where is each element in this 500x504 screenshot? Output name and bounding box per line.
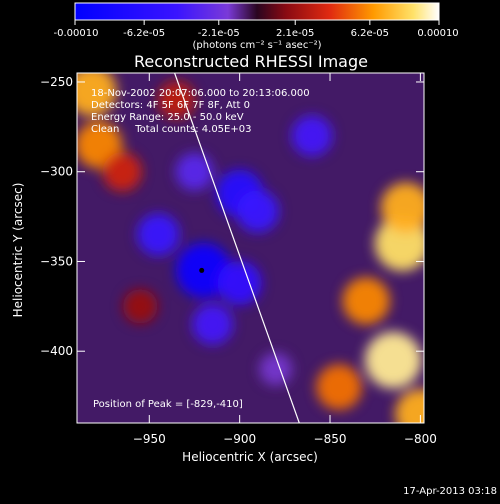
chart-title: Reconstructed RHESSI Image [134,52,368,71]
colorbar-tick-label: -2.1e-05 [198,28,240,39]
x-tick-label: −850 [314,432,347,446]
y-tick-label: −350 [40,254,73,268]
plot-frame [76,72,425,424]
colorbar [74,2,440,21]
colorbar-tick-label: 2.1e-05 [276,28,314,39]
minimum-marker [199,267,205,273]
peak-position-label: Position of Peak = [-829,-410] [93,399,243,410]
info-energy: Energy Range: 25.0 - 50.0 keV [91,112,244,123]
x-tick-label: −900 [223,432,256,446]
image-area [77,73,424,423]
solar-limb-line [174,73,300,423]
colorbar-tick-label: -6.2e-05 [123,28,165,39]
emission-blob [316,364,362,410]
emission-blob [342,277,390,325]
emission-blob [364,331,422,389]
info-time: 18-Nov-2002 20:07:06.000 to 20:13:06.000 [91,88,310,99]
emission-blob [380,182,424,233]
colorbar-ticks: -0.00010 -6.2e-05 -2.1e-05 2.1e-05 6.2e-05 0.… [54,20,459,39]
emission-blob [192,303,233,345]
emission-blob [217,261,262,305]
emission-blob [395,388,424,423]
colorbar-units: (photons cm⁻² s⁻¹ asec⁻²) [192,40,321,51]
info-counts: Clean Total counts: 4.05E+03 [91,124,251,135]
x-tick-label: −950 [133,432,166,446]
colorbar-tick-label: -0.00010 [54,28,99,39]
x-tick-label: −800 [404,432,437,446]
y-tick-label: −300 [40,165,73,179]
emission-blob [137,213,180,256]
colorbar-tick-label: 0.00010 [417,28,458,39]
colorbar-tick-label: 6.2e-05 [351,28,389,39]
x-axis-label: Heliocentric X (arcsec) [182,450,318,464]
y-axis-label: Heliocentric Y (arcsec) [11,183,25,318]
axis-ticks: −950 −900 −850 −800 −250 −300 −350 −400 [40,73,437,446]
emission-blob [236,190,279,233]
emission-blob [291,115,333,157]
emission-blob [157,81,196,119]
info-detectors: Detectors: 4F 5F 6F 7F 8F, Att 0 [91,100,250,111]
y-tick-label: −250 [40,75,73,89]
emission-blob [175,152,214,191]
y-tick-label: −400 [40,344,73,358]
emission-blob [123,289,158,324]
footer-timestamp: 17-Apr-2013 03:18 [403,486,497,497]
emission-blob [77,73,117,117]
emission-blob [259,352,293,386]
emission-blob [102,152,142,192]
